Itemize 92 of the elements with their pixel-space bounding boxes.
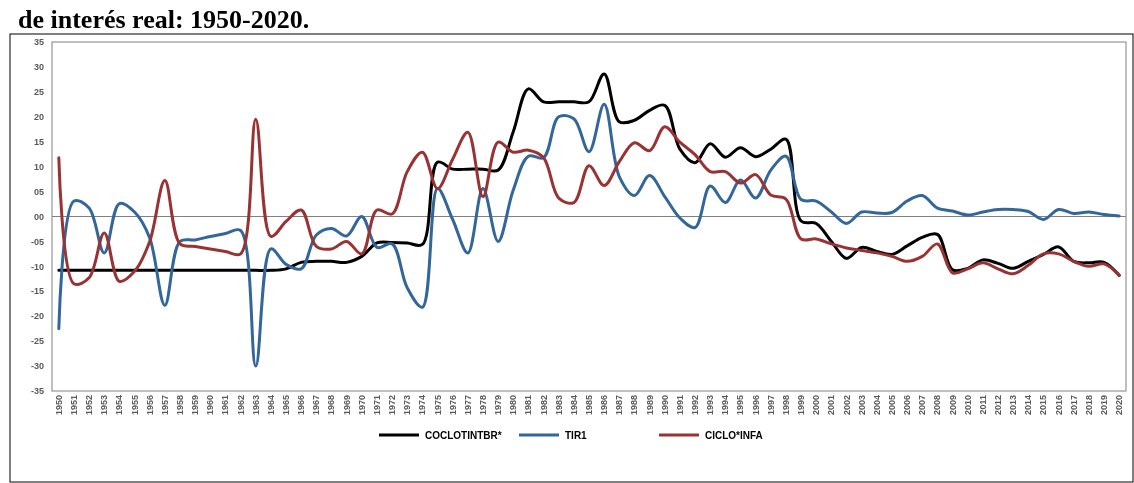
y-tick-label: -30 xyxy=(30,361,44,372)
x-tick-label: 1977 xyxy=(462,395,473,416)
x-tick-label: 1951 xyxy=(68,395,79,416)
legend-label: CICLO*INFA xyxy=(705,429,763,441)
x-tick-label: 2001 xyxy=(826,395,837,416)
line-series xyxy=(57,117,1121,287)
x-tick-label: 1959 xyxy=(190,395,201,416)
x-tick-label: 2015 xyxy=(1038,395,1049,416)
x-tick-label: 1953 xyxy=(99,395,110,416)
x-tick-label: 2002 xyxy=(841,395,852,416)
x-tick-label: 1981 xyxy=(523,395,534,416)
x-tick-label: 1973 xyxy=(402,395,413,416)
x-tick-label: 2014 xyxy=(1023,395,1034,416)
x-tick-label: 2004 xyxy=(871,395,882,416)
y-tick-label: 35 xyxy=(33,37,44,48)
x-tick-label: 1954 xyxy=(114,395,125,416)
x-tick-label: 1991 xyxy=(674,395,685,416)
x-tick-label: 1968 xyxy=(326,395,337,416)
x-tick-label: 1992 xyxy=(690,395,701,416)
y-tick-label: 30 xyxy=(33,62,44,73)
x-tick-label: 1952 xyxy=(84,395,95,416)
y-tick-label: 00 xyxy=(33,211,44,222)
x-tick-label: 1963 xyxy=(250,395,261,416)
y-tick-label: -15 xyxy=(30,286,44,297)
x-tick-label: 1960 xyxy=(205,395,216,416)
x-tick-label: 2016 xyxy=(1053,395,1064,416)
y-tick-label: 10 xyxy=(33,161,44,172)
y-tick-label: -20 xyxy=(30,311,44,322)
x-tick-label: 1958 xyxy=(175,395,185,416)
x-tick-label: 1983 xyxy=(553,395,564,416)
x-tick-label: 1950 xyxy=(53,395,64,416)
x-tick-label: 2020 xyxy=(1114,395,1125,416)
x-tick-label: 1972 xyxy=(387,395,398,416)
x-tick-label: 1999 xyxy=(796,395,807,416)
x-tick-label: 1979 xyxy=(493,395,504,416)
x-tick-label: 2012 xyxy=(993,395,1003,416)
x-tick-label: 1988 xyxy=(629,395,640,416)
y-tick-label: 25 xyxy=(33,87,44,98)
x-tick-label: 1998 xyxy=(780,395,791,416)
x-tick-label: 1974 xyxy=(417,395,428,416)
x-tick-label: 1989 xyxy=(644,395,655,416)
x-tick-label: 1982 xyxy=(538,395,549,416)
y-tick-label: -05 xyxy=(30,236,44,247)
x-tick-label: 1964 xyxy=(265,395,276,416)
line-series xyxy=(57,102,1121,368)
x-tick-label: 1987 xyxy=(614,395,625,416)
x-tick-label: 1995 xyxy=(735,395,746,416)
x-tick-label: 2000 xyxy=(811,395,822,416)
x-tick-label: 2005 xyxy=(886,395,897,416)
y-tick-label: 15 xyxy=(33,136,44,147)
x-tick-label: 2006 xyxy=(902,395,913,416)
x-tick-label: 1966 xyxy=(296,395,307,416)
x-tick-label: 2007 xyxy=(917,395,928,416)
x-tick-label: 1967 xyxy=(311,395,322,416)
x-tick-label: 1961 xyxy=(220,395,231,416)
chart-title: de interés real: 1950-2020. xyxy=(18,5,310,34)
x-tick-label: 2011 xyxy=(977,395,988,415)
x-tick-label: 2018 xyxy=(1083,395,1094,416)
x-tick-label: 1985 xyxy=(584,395,594,416)
x-tick-label: 2008 xyxy=(932,395,943,416)
x-tick-label: 1975 xyxy=(432,395,443,416)
y-tick-label: 05 xyxy=(33,186,44,197)
x-tick-label: 1997 xyxy=(765,395,776,416)
x-tick-label: 2003 xyxy=(856,395,867,416)
x-tick-label: 1990 xyxy=(659,395,670,416)
x-tick-label: 1955 xyxy=(129,395,140,416)
x-tick-label: 1971 xyxy=(371,395,382,416)
x-tick-label: 1965 xyxy=(281,395,292,416)
x-tick-label: 2017 xyxy=(1068,395,1079,416)
x-tick-label: 2009 xyxy=(947,395,958,416)
y-tick-label: -25 xyxy=(30,336,44,347)
x-tick-label: 1980 xyxy=(508,395,519,416)
x-tick-label: 1969 xyxy=(341,395,352,416)
x-tick-label: 2019 xyxy=(1099,395,1110,416)
x-tick-label: 1993 xyxy=(705,395,716,416)
y-tick-label: -35 xyxy=(30,386,44,397)
legend-label: COCLOTINTBR* xyxy=(425,429,502,441)
x-tick-label: 1956 xyxy=(144,395,155,416)
x-tick-label: 1984 xyxy=(568,395,579,416)
x-tick-label: 1978 xyxy=(477,395,488,416)
x-tick-label: 1996 xyxy=(750,395,761,416)
x-tick-label: 1970 xyxy=(356,395,367,416)
x-tick-label: 2013 xyxy=(1008,395,1019,416)
y-tick-label: 20 xyxy=(33,111,44,122)
x-tick-label: 1994 xyxy=(720,395,731,416)
x-tick-label: 2010 xyxy=(962,395,973,416)
legend-label: TIR1 xyxy=(565,429,588,441)
x-tick-label: 1986 xyxy=(599,395,610,416)
y-tick-label: -10 xyxy=(30,261,44,272)
x-tick-label: 1962 xyxy=(235,395,246,416)
x-tick-label: 1957 xyxy=(159,395,170,416)
x-tick-label: 1976 xyxy=(447,395,458,416)
